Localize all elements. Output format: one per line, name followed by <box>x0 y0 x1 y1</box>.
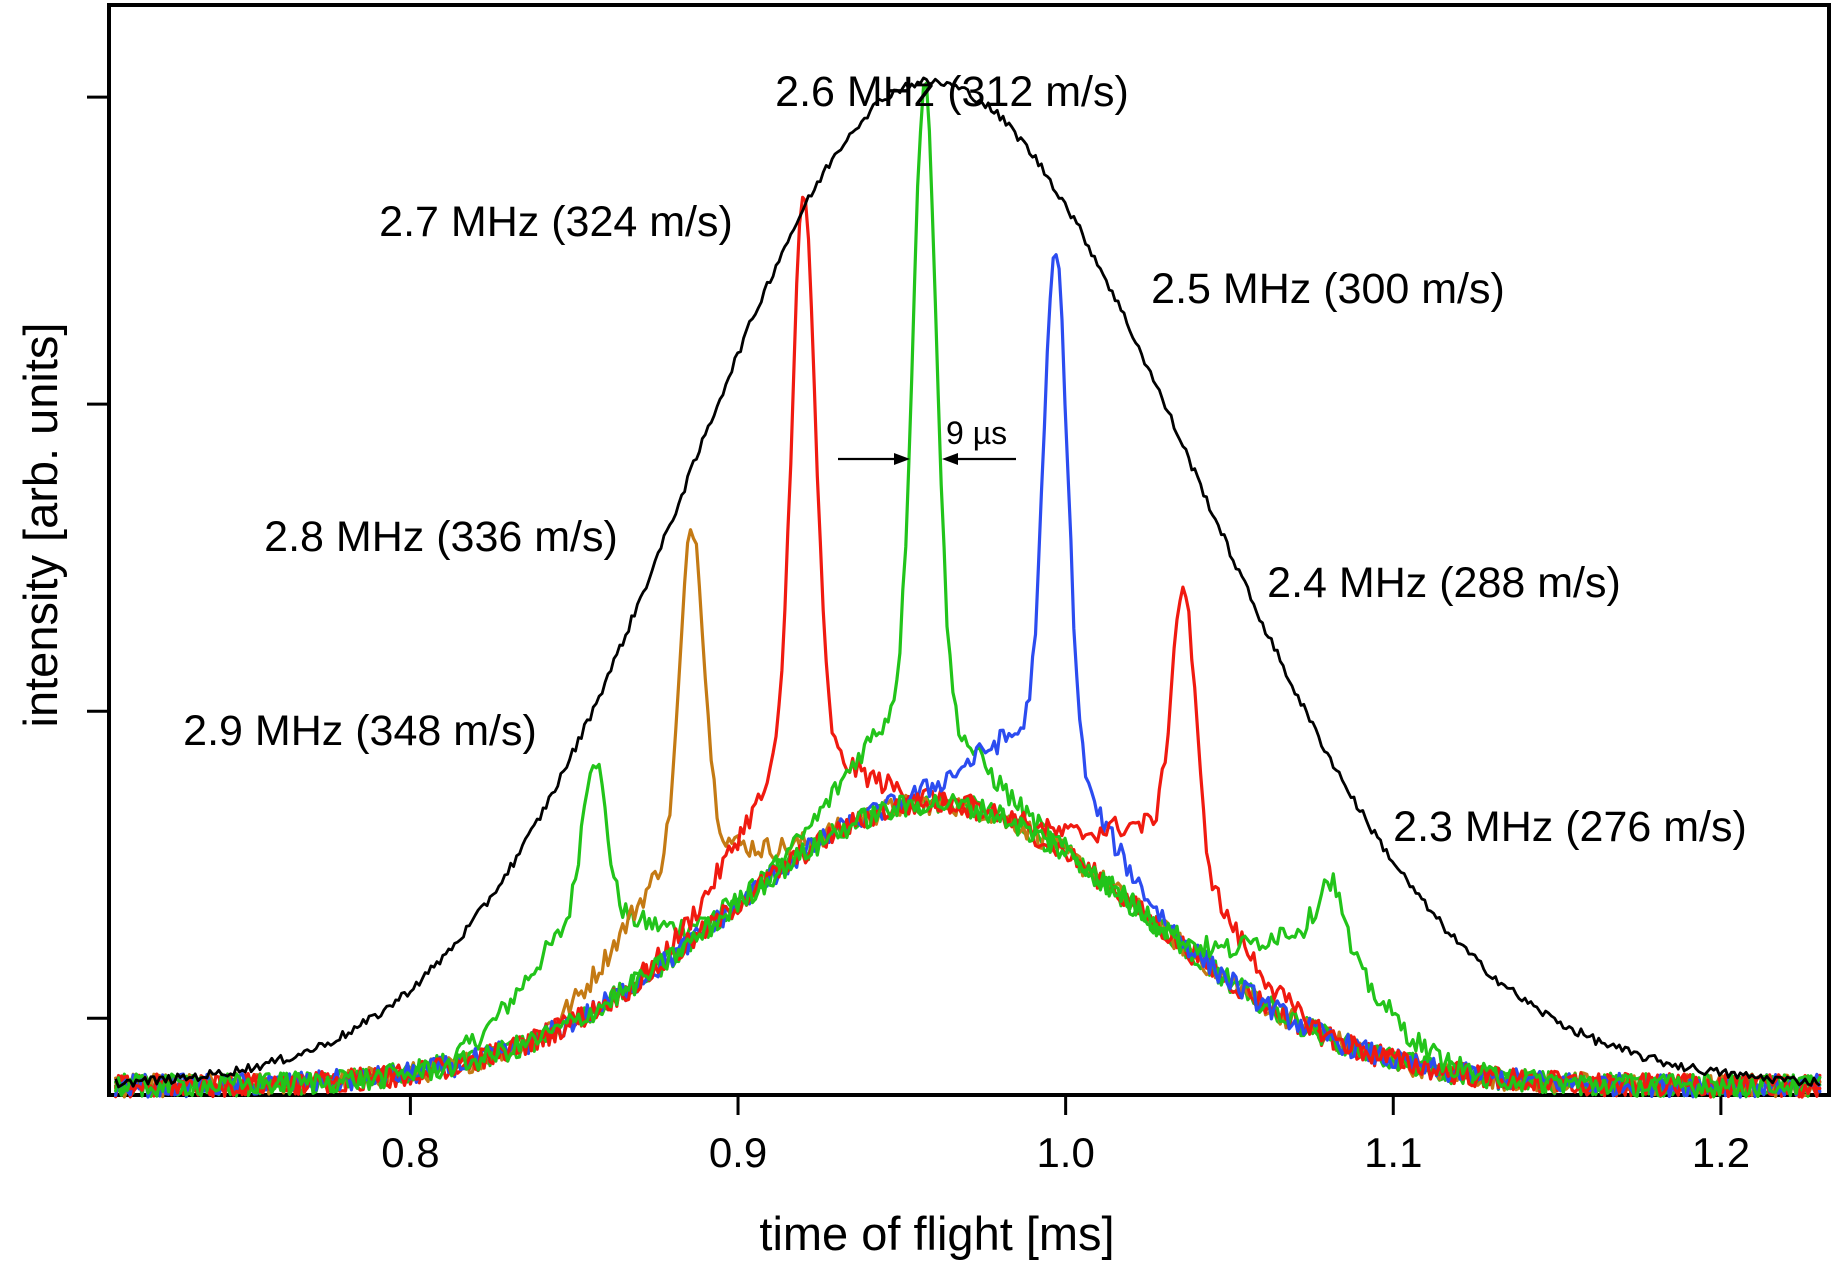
annotation-2-7-mhz: 2.7 MHz (324 m/s) <box>379 198 733 246</box>
annotation-2-4-mhz: 2.4 MHz (288 m/s) <box>1267 559 1621 607</box>
y-axis-title: intensity [arb. units] <box>14 323 67 728</box>
annotation-2-6-mhz: 2.6 MHz (312 m/s) <box>775 68 1129 116</box>
annotation-2-3-mhz: 2.3 MHz (276 m/s) <box>1393 803 1747 851</box>
peak-width-label: 9 µs <box>946 415 1007 451</box>
series-line-6 <box>114 793 1822 1099</box>
series-line-4 <box>114 253 1822 1099</box>
series-line-2 <box>114 195 1822 1099</box>
plot-frame <box>107 3 1831 1097</box>
x-tick-label-1: 0.9 <box>709 1129 767 1176</box>
annotation-2-8-mhz: 2.8 MHz (336 m/s) <box>264 513 618 561</box>
width-arrow-left-head <box>894 453 910 465</box>
envelope-line <box>114 76 1821 1089</box>
y-axis-ticks <box>87 95 109 1020</box>
width-arrow-right-head <box>942 453 958 465</box>
series-line-5 <box>114 585 1822 1099</box>
series-layer <box>114 76 1822 1099</box>
x-tick-label-3: 1.1 <box>1364 1129 1422 1176</box>
x-axis-title: time of flight [ms] <box>759 1207 1114 1260</box>
x-tick-label-4: 1.2 <box>1692 1129 1750 1176</box>
x-axis-ticks: 0.8 0.9 1.0 1.1 1.2 <box>381 1095 1750 1176</box>
x-tick-label-0: 0.8 <box>381 1129 439 1176</box>
annotation-2-5-mhz: 2.5 MHz (300 m/s) <box>1151 265 1505 313</box>
x-tick-label-2: 1.0 <box>1036 1129 1094 1176</box>
annotation-2-9-mhz: 2.9 MHz (348 m/s) <box>183 707 537 755</box>
peak-width-marker: 9 µs <box>838 415 1016 465</box>
